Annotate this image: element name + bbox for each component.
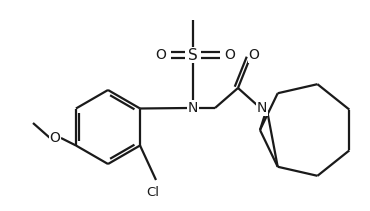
Text: O: O [50, 131, 60, 145]
Text: S: S [188, 47, 198, 62]
Text: O: O [249, 48, 259, 62]
Text: O: O [225, 48, 235, 62]
Text: N: N [257, 101, 267, 115]
Text: Cl: Cl [147, 185, 159, 199]
Text: O: O [155, 48, 167, 62]
Text: N: N [188, 101, 198, 115]
